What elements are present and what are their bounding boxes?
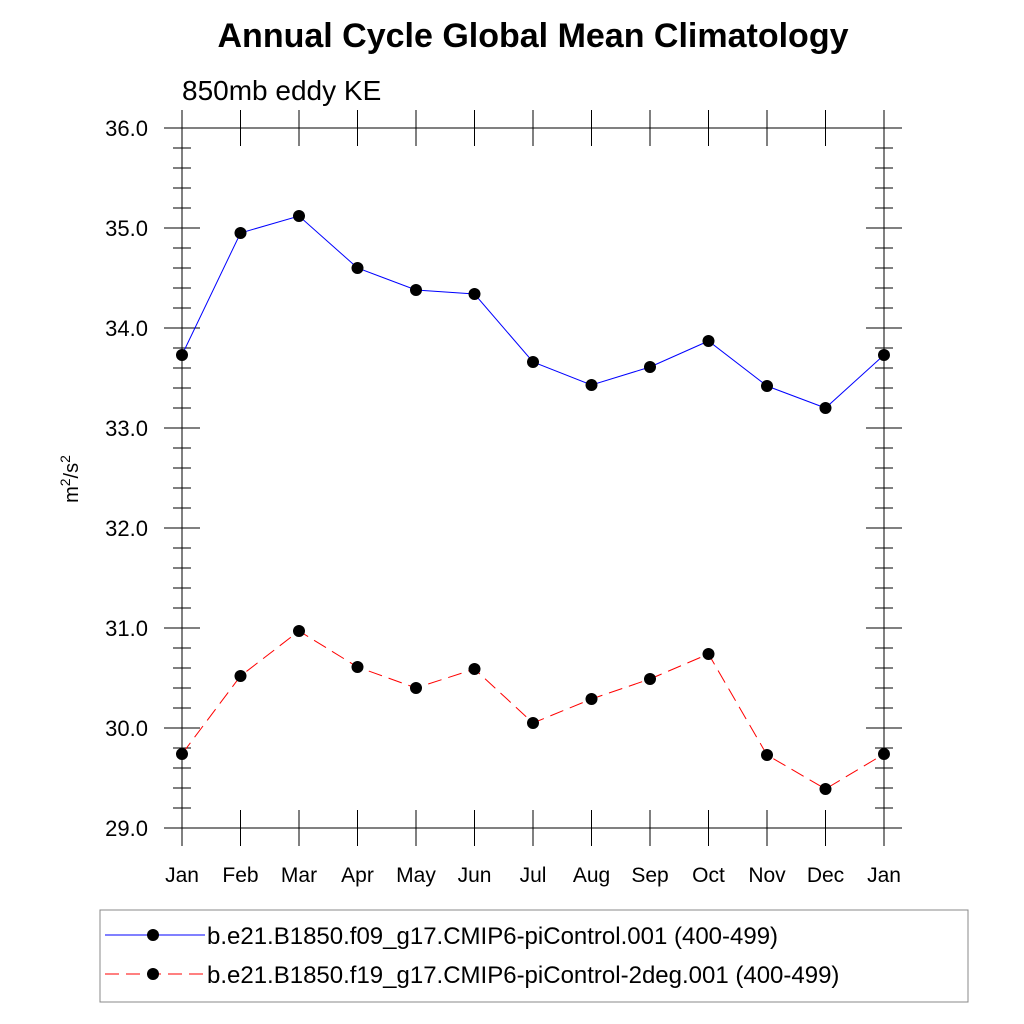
x-tick-label: Oct <box>692 864 725 887</box>
chart-title: Annual Cycle Global Mean Climatology <box>218 17 849 55</box>
x-tick-label: Feb <box>222 864 258 887</box>
x-tick-label: Aug <box>573 864 610 887</box>
series-2-point <box>468 663 481 675</box>
x-tick-label: Mar <box>281 864 317 887</box>
legend: b.e21.B1850.f09_g17.CMIP6-piControl.001 … <box>99 909 969 1003</box>
legend-box <box>99 909 969 1003</box>
y-tick-label: 35.0 <box>105 216 148 241</box>
series-1-point <box>761 380 773 392</box>
series-1-point <box>468 288 481 300</box>
x-tick-label: May <box>396 864 436 887</box>
series-1-point <box>819 402 832 414</box>
legend-marker-1 <box>147 929 159 941</box>
y-tick-label: 32.0 <box>105 516 148 541</box>
series-line-1 <box>181 215 885 409</box>
legend-label-2: b.e21.B1850.f19_g17.CMIP6-piControl-2deg… <box>207 962 839 989</box>
plot-frame <box>181 127 885 829</box>
x-tick-label: Nov <box>748 864 786 887</box>
x-tick-label: Jun <box>458 864 492 887</box>
series-1-point <box>644 361 656 373</box>
series-1-point <box>234 227 247 239</box>
legend-label-1: b.e21.B1850.f09_g17.CMIP6-piControl.001 … <box>207 923 778 950</box>
series-1-point <box>527 356 539 368</box>
legend-marker-2 <box>147 968 159 980</box>
series-2-point <box>293 625 305 637</box>
series-2-point <box>410 682 422 694</box>
y-tick-labels: 29.0 30.0 31.0 32.0 33.0 34.0 35.0 36.0 <box>105 116 148 841</box>
series-2-point <box>702 648 715 660</box>
x-tick-label: Sep <box>631 864 668 887</box>
y-axis-label: m2/s2 <box>57 455 83 503</box>
series-1-point <box>410 284 422 296</box>
series-2-point <box>585 693 598 705</box>
series-1-point <box>351 262 364 274</box>
y-tick-label: 30.0 <box>105 716 148 741</box>
y-tick-label: 29.0 <box>105 816 148 841</box>
x-tick-label: Jan <box>165 864 199 887</box>
series-2-point <box>527 717 539 729</box>
y-tick-label: 36.0 <box>105 116 148 141</box>
x-tick-label: Apr <box>341 864 374 887</box>
series-2-point <box>819 783 832 795</box>
series-line-2 <box>181 630 885 790</box>
series-2-point <box>644 673 656 685</box>
series-1-point <box>293 210 305 222</box>
y-tick-label: 33.0 <box>105 416 148 441</box>
y-tick-label: 31.0 <box>105 616 148 641</box>
series-1-point <box>585 379 598 391</box>
chart-subtitle: 850mb eddy KE <box>182 75 381 106</box>
x-tick-label: Jul <box>520 864 547 887</box>
x-tick-labels: Jan Feb Mar Apr May Jun Jul Aug Sep Oct Nov Dec Jan <box>165 864 901 887</box>
series-2-point <box>761 749 773 761</box>
y-tick-label: 34.0 <box>105 316 148 341</box>
series-2-point <box>351 661 364 673</box>
axis-ticks <box>164 110 902 846</box>
series-2-point <box>234 670 247 682</box>
x-tick-label: Jan <box>867 864 901 887</box>
x-tick-label: Dec <box>807 864 844 887</box>
series-1-point <box>702 335 715 347</box>
data-series <box>176 210 890 795</box>
